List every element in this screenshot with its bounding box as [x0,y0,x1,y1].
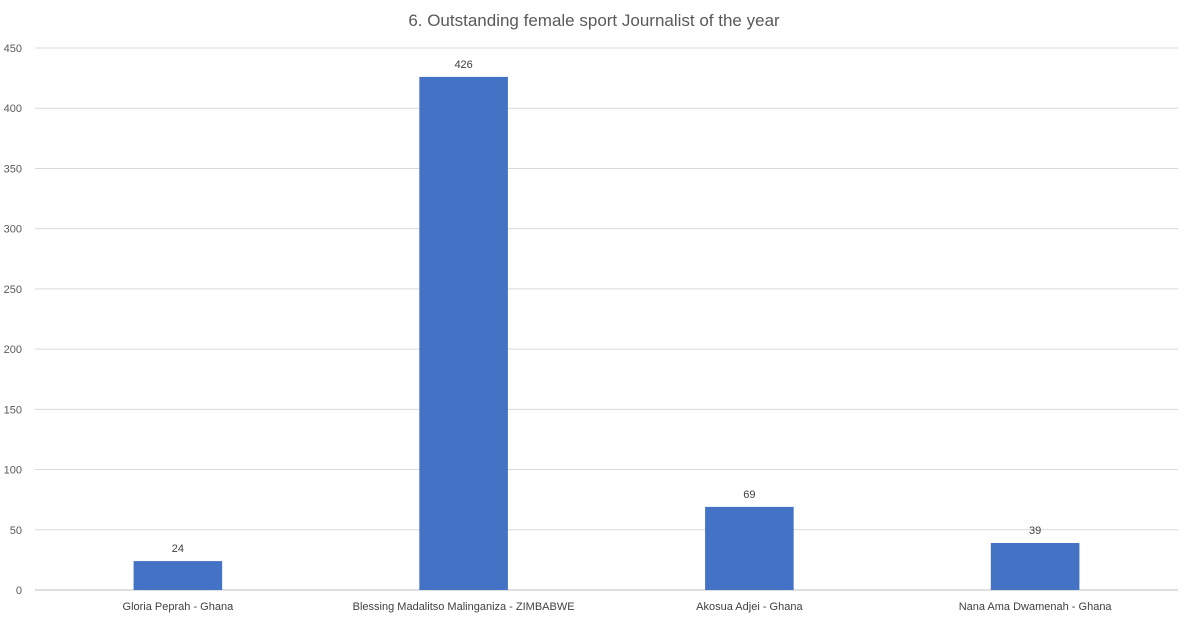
data-label: 24 [172,543,184,555]
y-tick-label: 350 [4,163,22,175]
y-axis-tick-labels: 0 50 100 150 200 250 300 350 400 450 [4,43,22,597]
y-tick-label: 200 [4,344,22,356]
y-tick-label: 250 [4,284,22,296]
bar [419,76,508,590]
x-category-label: Akosua Adjei - Ghana [696,601,803,613]
chart-title: 6. Outstanding female sport Journalist o… [408,11,780,30]
y-tick-label: 0 [16,585,22,597]
bar [990,543,1080,590]
y-tick-label: 150 [4,404,22,416]
y-tick-label: 450 [4,43,22,55]
x-category-label: Gloria Peprah - Ghana [123,601,235,613]
gridlines [35,47,1178,591]
y-tick-label: 100 [4,465,22,477]
data-label: 69 [743,489,755,501]
bars [133,76,1080,590]
y-tick-label: 50 [10,525,22,537]
x-category-label: Nana Ama Dwamenah - Ghana [959,601,1113,613]
data-labels: 24 426 69 39 [172,59,1042,555]
bar [705,506,794,590]
bar [133,561,223,590]
data-label: 426 [454,59,472,71]
y-tick-label: 300 [4,224,22,236]
data-label: 39 [1029,525,1041,537]
x-axis-category-labels: Gloria Peprah - Ghana Blessing Madalitso … [123,601,1113,613]
x-category-label: Blessing Madalitso Malinganiza - ZIMBABW… [353,601,575,613]
y-tick-label: 400 [4,103,22,115]
